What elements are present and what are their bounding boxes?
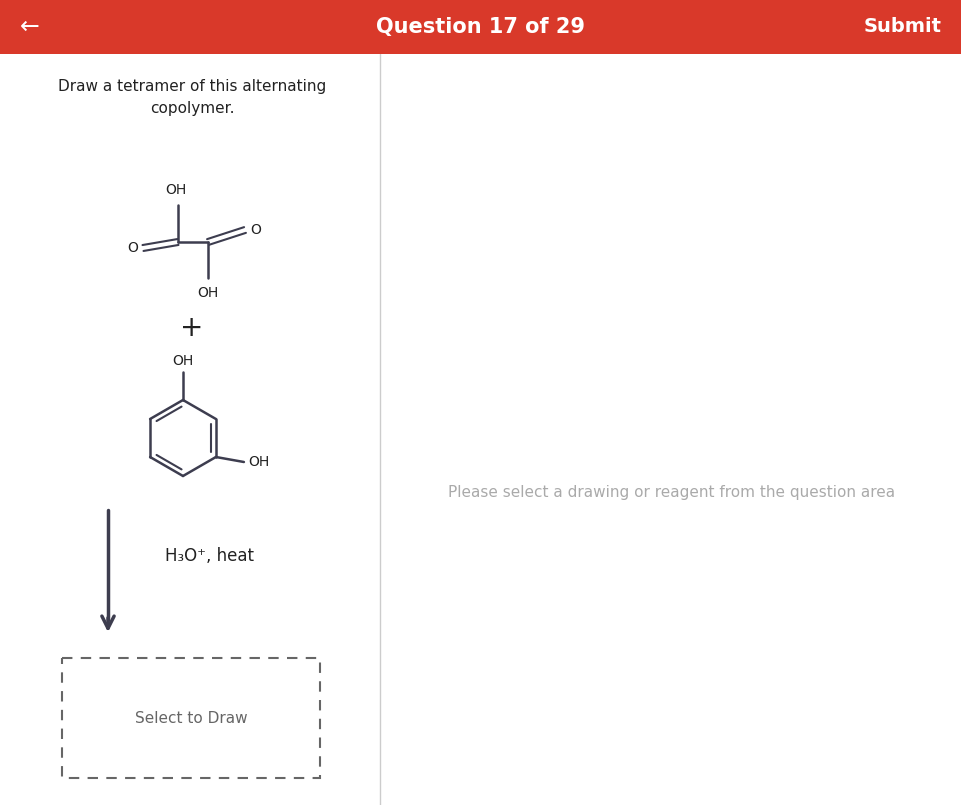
Text: OH: OH [172,354,193,368]
Bar [62,658,320,778]
Text: Please select a drawing or reagent from the question area: Please select a drawing or reagent from … [448,485,895,499]
Text: OH: OH [197,286,218,300]
Text: ←: ← [20,15,39,39]
Text: OH: OH [248,455,269,469]
Text: Submit: Submit [863,18,941,36]
Text: Draw a tetramer of this alternating: Draw a tetramer of this alternating [58,79,326,94]
Text: O: O [127,241,137,255]
Text: H₃O⁺, heat: H₃O⁺, heat [165,547,255,565]
Bar [0,0,961,54]
Text: O: O [250,223,260,237]
Text: Select to Draw: Select to Draw [135,711,247,725]
Text: Question 17 of 29: Question 17 of 29 [376,17,585,37]
Text: +: + [180,314,204,342]
Text: OH: OH [165,183,186,197]
Text: copolymer.: copolymer. [150,101,234,116]
